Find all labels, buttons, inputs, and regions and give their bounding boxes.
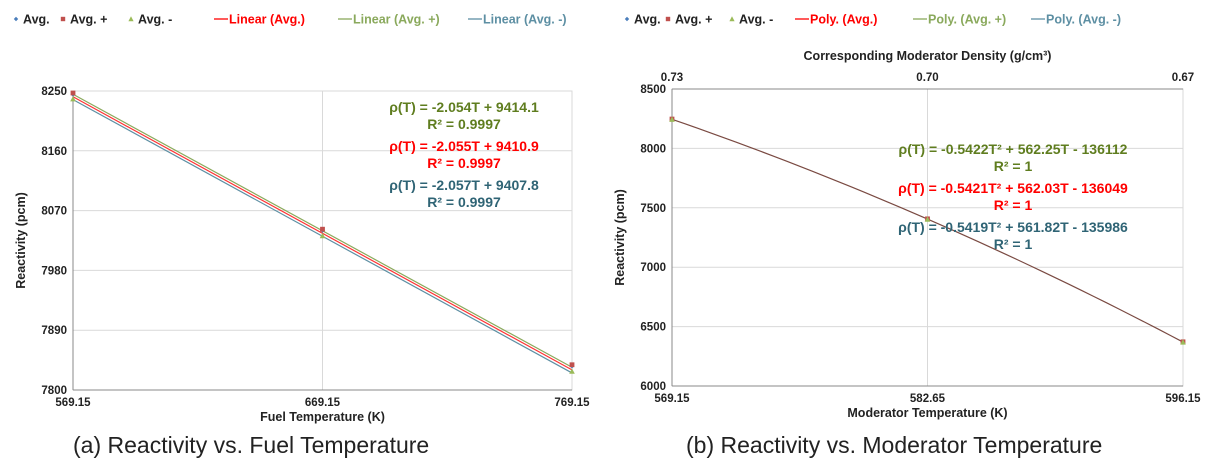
chart-b-x2-axis-title: Corresponding Moderator Density (g/cm³) (804, 49, 1052, 63)
chart-b-point-2-0 (669, 116, 675, 122)
chart-a-legend-label: Avg. (23, 13, 50, 27)
chart-b-legend-marker (729, 16, 735, 22)
chart-b-ytick-label: 6500 (640, 322, 666, 334)
chart-b-legend-label: Poly. (Avg.) (810, 13, 877, 27)
chart-a-legend-marker (128, 16, 134, 22)
chart-b-equation-label: ρ(T) = -0.5421T² + 562.03T - 136049 (898, 180, 1128, 196)
chart-b-ytick-label: 8500 (640, 84, 666, 96)
chart-a-ytick-label: 7800 (41, 385, 67, 397)
chart-a-y-axis-title: Reactivity (pcm) (14, 192, 28, 289)
chart-b-x2tick-label: 0.70 (916, 72, 938, 84)
chart-a-legend-label: Linear (Avg. +) (353, 13, 440, 27)
chart-a-legend-marker (13, 16, 19, 22)
chart-a-legend-label: Linear (Avg. -) (483, 13, 567, 27)
chart-a-legend-marker (60, 16, 66, 22)
chart-b-point-2-2 (1180, 339, 1186, 345)
chart-b-x2tick-label: 0.67 (1172, 72, 1194, 84)
chart-a-legend-label: Avg. - (138, 13, 172, 27)
chart-b-legend-marker (624, 16, 630, 22)
chart-b-equation-label: R² = 1 (994, 197, 1033, 213)
chart-a-equation-label: R² = 0.9997 (427, 116, 501, 132)
chart-a-equation-label: R² = 0.9997 (427, 194, 501, 210)
chart-b-equation-label: ρ(T) = -0.5422T² + 562.25T - 136112 (899, 141, 1128, 157)
chart-b-legend-label: Poly. (Avg. +) (928, 13, 1006, 27)
chart-b-ytick-label: 8000 (640, 143, 666, 155)
chart-b-equation-label: R² = 1 (994, 158, 1033, 174)
chart-a-x-axis-title: Fuel Temperature (K) (260, 410, 385, 424)
chart-a-ytick-label: 7980 (41, 265, 67, 277)
chart-a-xtick-label: 769.15 (554, 397, 590, 409)
chart-b-legend-label: Avg. + (675, 13, 712, 27)
chart-a-ytick-label: 7890 (41, 325, 67, 337)
chart-a-legend-label: Linear (Avg.) (229, 13, 305, 27)
chart-a-point-1-1 (320, 226, 325, 232)
chart-a-point-1-2 (569, 362, 575, 368)
chart-a-xtick-label: 669.15 (305, 397, 341, 409)
chart-b-equation-label: ρ(T) = -0.5419T² + 561.82T - 135986 (898, 219, 1128, 235)
chart-b-ytick-label: 6000 (640, 381, 666, 393)
chart-a-point-1-0 (70, 90, 76, 96)
caption-a: (a) Reactivity vs. Fuel Temperature (73, 432, 430, 458)
chart-a-equation-label: R² = 0.9997 (427, 155, 501, 171)
chart-b-equation-label: R² = 1 (994, 236, 1033, 252)
chart-a-point-2-0 (70, 95, 76, 102)
caption-b: (b) Reactivity vs. Moderator Temperature (686, 432, 1103, 458)
chart-a-equation-label: ρ(T) = -2.057T + 9407.8 (389, 177, 539, 193)
chart-b-x2tick-label: 0.73 (661, 72, 683, 84)
chart-a-point-2-2 (569, 368, 575, 374)
chart-a-equation-label: ρ(T) = -2.054T + 9414.1 (389, 99, 539, 115)
chart-b-xtick-label: 582.65 (910, 393, 946, 405)
chart-b-xtick-label: 596.15 (1165, 393, 1201, 405)
chart-a-ytick-label: 8160 (41, 146, 67, 158)
chart-b-legend-label: Avg. - (739, 13, 773, 27)
chart-b-y-axis-title: Reactivity (pcm) (613, 189, 627, 286)
chart-b-ytick-label: 7500 (640, 203, 666, 215)
chart-a-legend-label: Avg. + (70, 13, 107, 27)
chart-b-legend-marker (665, 16, 671, 22)
chart-b-point-2-1 (924, 216, 931, 222)
chart-a-equation-label: ρ(T) = -2.055T + 9410.9 (389, 138, 539, 154)
chart-a-point-2-1 (319, 232, 326, 239)
chart-b-x-axis-title: Moderator Temperature (K) (847, 406, 1007, 420)
chart-b-legend-label: Poly. (Avg. -) (1046, 13, 1121, 27)
chart-b-xtick-label: 569.15 (654, 393, 690, 405)
chart-a-xtick-label: 569.15 (55, 397, 91, 409)
chart-a-ytick-label: 8070 (41, 206, 67, 218)
chart-b-ytick-label: 7000 (640, 262, 666, 274)
chart-a-ytick-label: 8250 (41, 86, 67, 98)
chart-b-legend-label: Avg. (634, 13, 661, 27)
